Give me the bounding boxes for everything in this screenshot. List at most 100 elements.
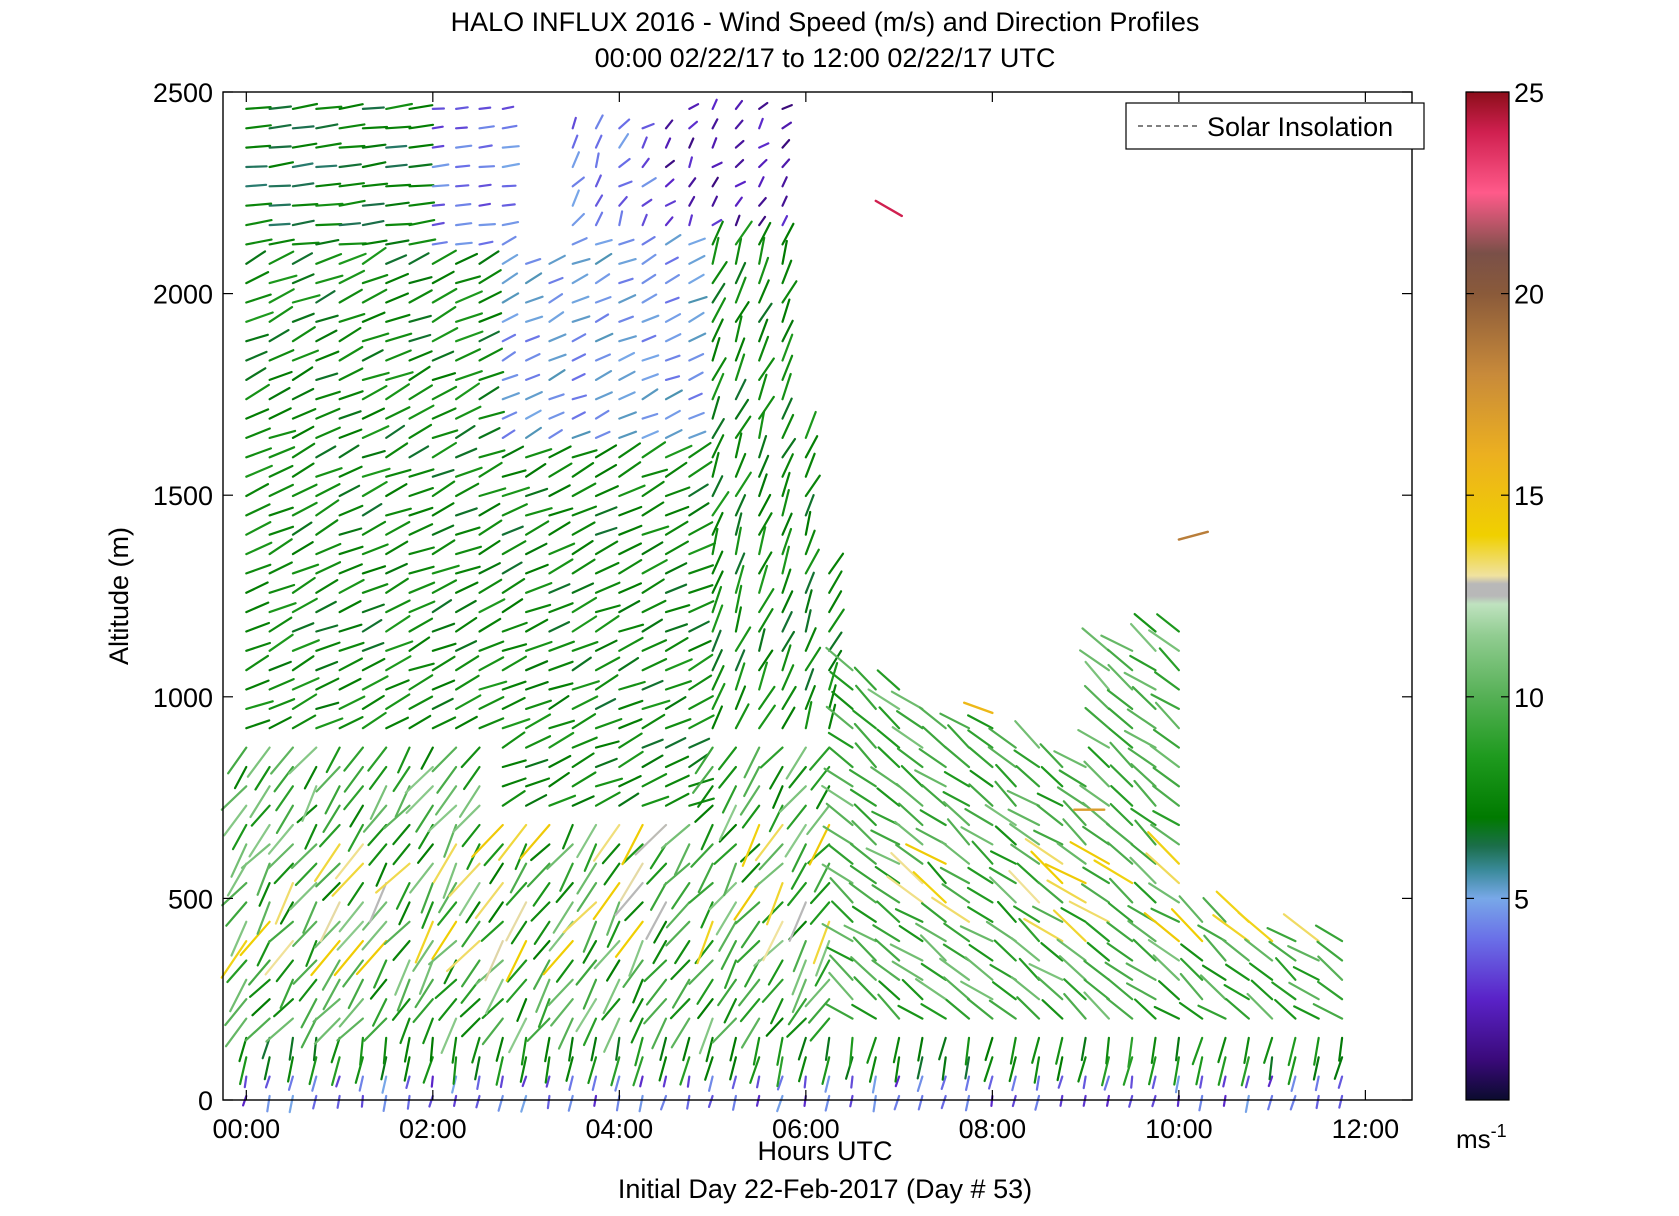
wind-vector: [524, 409, 542, 420]
wind-vector: [338, 545, 364, 556]
wind-vector: [245, 333, 269, 343]
wind-vector: [524, 640, 553, 652]
wind-vector: [524, 295, 544, 304]
wind-vector: [478, 269, 502, 285]
wind-vector: [946, 818, 971, 846]
wind-vector: [571, 212, 586, 227]
wind-vector: [1288, 981, 1320, 1001]
chart-subtitle: 00:00 02/22/17 to 12:00 02/22/17 UTC: [595, 43, 1056, 73]
wind-vector: [711, 475, 724, 498]
wind-vector: [897, 802, 924, 827]
wind-vector: [758, 256, 770, 285]
wind-vector: [1203, 934, 1227, 962]
wind-vector: [664, 604, 691, 614]
wind-vector: [546, 1094, 551, 1110]
y-axis-label: Altitude (m): [104, 527, 134, 665]
wind-vector: [455, 616, 478, 633]
wind-vector: [519, 1056, 528, 1083]
wind-vector: [641, 412, 659, 420]
wind-vector: [478, 106, 492, 111]
wind-vector: [618, 774, 642, 788]
wind-vector: [621, 823, 644, 866]
wind-vector: [734, 415, 752, 439]
wind-vector: [893, 1094, 901, 1111]
wind-vector: [947, 724, 971, 749]
wind-vector: [1145, 852, 1181, 885]
wind-vector: [618, 558, 643, 575]
wind-vector: [532, 881, 551, 907]
wind-vector: [505, 901, 528, 942]
wind-vector: [291, 142, 318, 149]
wind-vector: [824, 1002, 854, 1020]
wind-vector: [1268, 940, 1297, 962]
wind-vector: [524, 777, 551, 788]
wind-vector: [571, 295, 590, 304]
wind-vector: [786, 804, 807, 830]
wind-vector: [629, 998, 644, 1023]
wind-vector: [360, 1094, 364, 1108]
wind-vector: [571, 582, 595, 594]
wind-vector: [268, 506, 294, 517]
wind-vector: [1107, 978, 1134, 1001]
wind-vector: [315, 641, 341, 652]
wind-vector: [451, 1036, 458, 1064]
wind-vector: [455, 184, 470, 188]
wind-vector: [971, 840, 994, 865]
wind-vector: [245, 601, 270, 614]
wind-vector: [505, 939, 528, 982]
wind-vector: [781, 610, 793, 633]
wind-vector: [641, 293, 658, 304]
wind-vector: [431, 746, 458, 773]
wind-vector: [264, 1075, 271, 1089]
wind-vector: [618, 351, 636, 362]
wind-vector: [803, 1075, 807, 1089]
wind-vector: [1244, 1094, 1250, 1114]
wind-vector: [455, 425, 476, 439]
wind-vector: [322, 978, 341, 1011]
wind-vector: [524, 487, 549, 498]
wind-vector: [697, 998, 714, 1020]
wind-vector: [392, 843, 411, 866]
wind-vector: [455, 507, 478, 517]
wind-vector: [759, 746, 784, 769]
wind-vector: [1093, 859, 1134, 885]
wind-vector: [249, 978, 271, 998]
wind-vector: [315, 701, 340, 711]
wind-vector: [849, 1094, 854, 1108]
wind-vector: [239, 1056, 248, 1086]
wind-vector: [734, 398, 750, 420]
wind-vector: [741, 823, 761, 867]
wind-vector: [1282, 913, 1320, 943]
wind-vector: [545, 1075, 551, 1088]
wind-vector: [267, 920, 294, 944]
wind-vector: [1080, 1036, 1087, 1062]
wind-vector: [663, 862, 691, 887]
wind-vector: [1199, 974, 1227, 1001]
wind-vector: [431, 327, 459, 343]
wind-vector: [535, 978, 551, 1013]
wind-vector: [279, 901, 294, 925]
wind-vector: [638, 1094, 644, 1113]
wind-vector: [501, 162, 521, 169]
wind-vector: [1033, 829, 1064, 846]
wind-vector: [664, 774, 690, 788]
wind-vector: [1109, 741, 1134, 769]
wind-vector: [641, 198, 653, 207]
wind-vector: [1053, 750, 1087, 769]
wind-vector: [429, 1036, 434, 1063]
wind-vector: [408, 581, 436, 594]
wind-vector: [385, 655, 412, 672]
wind-vector: [602, 978, 621, 1015]
wind-vector: [245, 367, 267, 381]
wind-vector: [809, 746, 831, 771]
wind-vector: [641, 754, 664, 769]
wind-vector: [315, 182, 342, 188]
wind-vector: [300, 1017, 318, 1049]
wind-vector: [385, 144, 408, 149]
wind-vector: [688, 103, 700, 111]
wind-vector: [431, 184, 450, 188]
wind-vector: [943, 770, 971, 788]
wind-vector: [431, 679, 456, 691]
wind-vector: [268, 616, 293, 633]
wind-vector: [431, 203, 446, 207]
